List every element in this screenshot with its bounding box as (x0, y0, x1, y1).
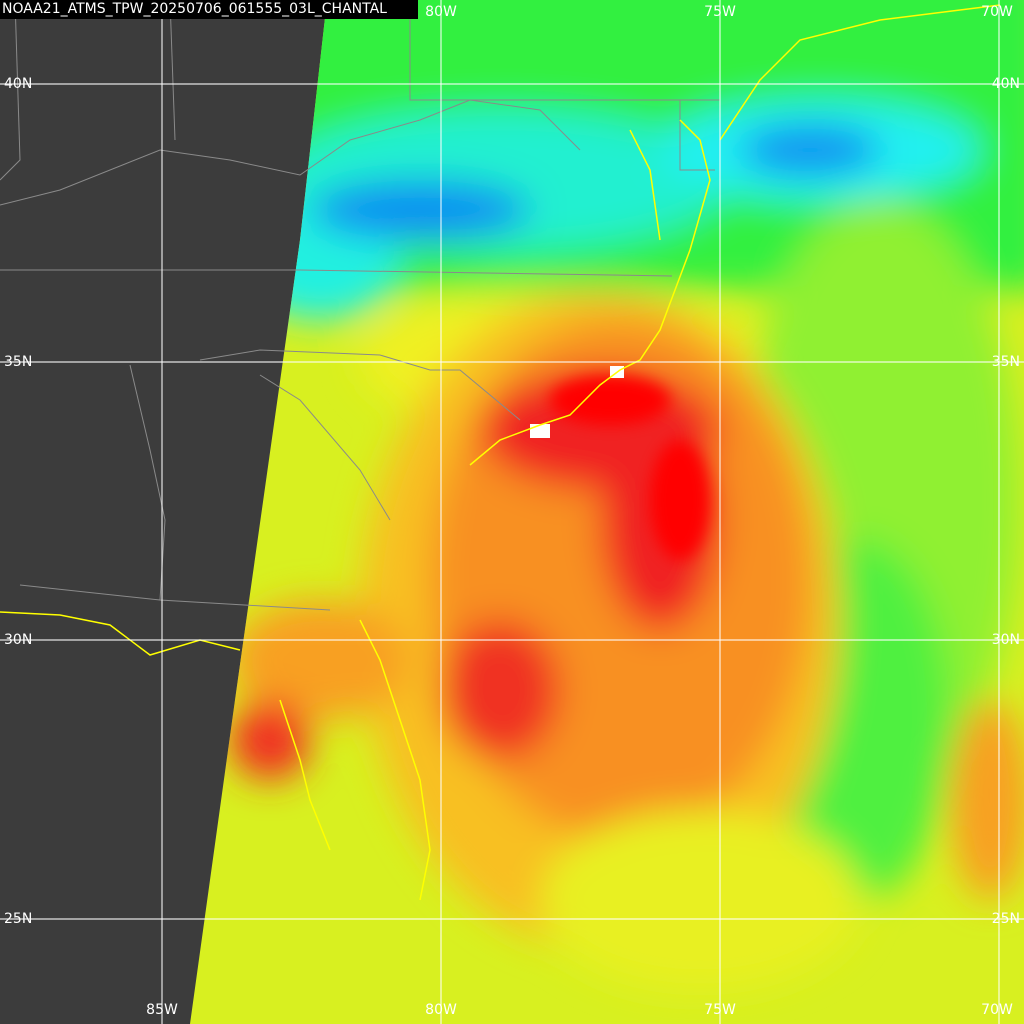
lat-label: 30N (992, 632, 1020, 648)
lon-label: 80W (425, 1002, 457, 1018)
lat-label: 25N (4, 911, 32, 927)
lon-label: 70W (981, 4, 1013, 20)
lon-label: 85W (146, 1002, 178, 1018)
lat-label: 30N (4, 632, 32, 648)
title-background (0, 0, 418, 19)
lon-label: 70W (981, 1002, 1013, 1018)
lon-label: 75W (704, 1002, 736, 1018)
lat-label: 35N (4, 354, 32, 370)
lon-label: 80W (425, 4, 457, 20)
tpw-swath (190, 0, 1024, 1024)
lat-label: 35N (992, 354, 1020, 370)
lat-label: 40N (992, 76, 1020, 92)
lat-label: 40N (4, 76, 32, 92)
coastlines (0, 4, 1001, 901)
title: NOAA21_ATMS_TPW_20250706_061555_03L_CHAN… (2, 1, 387, 17)
lon-label: 75W (704, 4, 736, 20)
lat-label: 25N (992, 911, 1020, 927)
